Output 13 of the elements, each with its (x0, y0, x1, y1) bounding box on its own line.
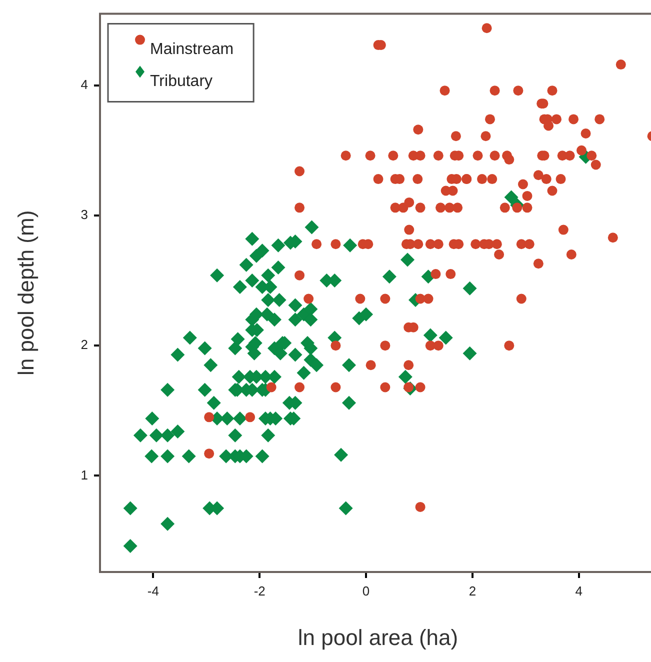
y-tick-label: 4 (80, 76, 88, 92)
y-axis-title: ln pool depth (m) (13, 210, 38, 376)
legend-label: Mainstream (150, 41, 234, 58)
y-tick-label: 3 (80, 207, 88, 222)
legend-label: Tributary (150, 73, 213, 90)
x-axis-title: ln pool area (ha) (298, 624, 458, 650)
x-tick-label: -2 (254, 583, 266, 598)
y-tick-label: 1 (80, 467, 88, 482)
x-tick-label: 4 (575, 583, 582, 598)
y-tick-label: 2 (80, 337, 88, 352)
x-tick-label: -4 (147, 583, 159, 598)
x-tick-label: 0 (362, 583, 370, 598)
x-tick-label: 2 (468, 583, 476, 598)
